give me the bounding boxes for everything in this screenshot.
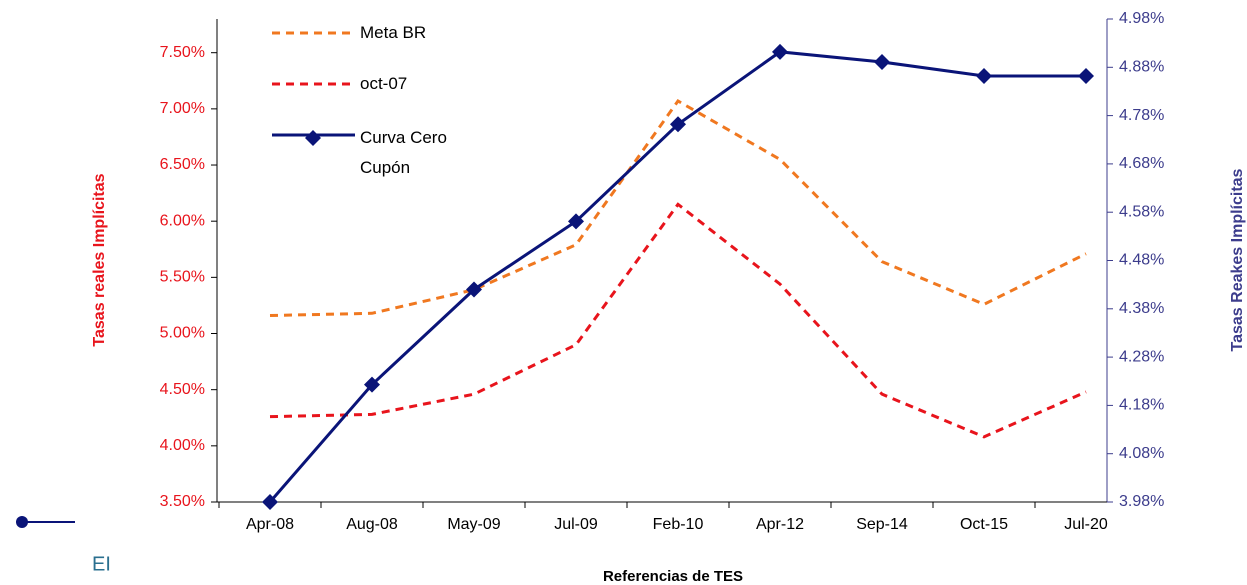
legend-label: oct-07 [360,74,408,93]
footer-text: EI [92,553,111,575]
y2-tick-label: 4.98% [1119,10,1164,27]
point [772,43,788,60]
x-tick-label: Aug-08 [346,516,398,533]
y-tick-label: 5.50% [160,269,205,286]
y2-tick-label: 3.98% [1119,493,1164,510]
y2-tick-label: 4.58% [1119,203,1164,220]
x-tick-label: May-09 [447,516,500,533]
y-tick-label: 6.00% [160,212,205,229]
y-tick-label: 3.50% [160,493,205,510]
y2-tick-label: 4.18% [1119,397,1164,414]
y-axis-title: Tasas reales Implícitas [91,173,108,346]
footer-dot [16,516,28,528]
y2-tick-label: 4.78% [1119,107,1164,124]
point [670,116,686,133]
x-tick-label: Apr-08 [246,516,294,533]
point [466,281,482,298]
x-axis-title: Referencias de TES [603,568,743,585]
y2-tick-label: 4.68% [1119,155,1164,172]
legend-label: Meta BR [360,23,427,42]
point [568,213,584,230]
x-tick-label: Sep-14 [856,516,908,533]
point [1078,67,1094,84]
x-tick-label: Jul-09 [554,516,598,533]
x-tick-label: Feb-10 [653,516,704,533]
y2-tick-label: 4.88% [1119,59,1164,76]
y-tick-label: 4.50% [160,381,205,398]
y2-tick-label: 4.38% [1119,300,1164,317]
legend-label: Curva Cero Cupón [360,128,447,177]
point [976,67,992,84]
point [262,494,278,510]
point [364,376,380,393]
y2-axis-title: Tasas Reakes Implícitas [1229,168,1246,351]
y-tick-label: 5.00% [160,325,205,342]
x-tick-label: Jul-20 [1064,516,1108,533]
series-line [269,99,1087,318]
x-tick-label: Oct-15 [960,516,1008,533]
series-line [269,202,1087,439]
y-tick-label: 7.00% [160,100,205,117]
y-tick-label: 7.50% [160,44,205,61]
x-tick-label: Apr-12 [756,516,804,533]
y2-tick-label: 4.08% [1119,445,1164,462]
y-tick-label: 4.00% [160,437,205,454]
y2-tick-label: 4.28% [1119,348,1164,365]
y2-tick-label: 4.48% [1119,252,1164,269]
legend-marker [305,130,321,146]
y-tick-label: 6.50% [160,156,205,173]
point [874,53,890,70]
